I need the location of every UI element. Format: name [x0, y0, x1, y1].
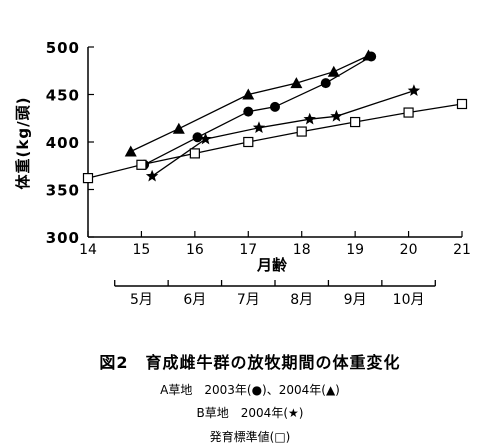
series-1-point-1: [172, 122, 185, 134]
x-tick-label-7: 21: [453, 242, 471, 258]
series-2-point-5: [407, 84, 421, 96]
y-tick-label-1: 350: [46, 182, 80, 200]
axes: 300 350 400 450 500 14 15 16 17 18 19 20 21: [46, 39, 471, 258]
y-tick-label-4: 500: [46, 39, 80, 57]
x-tick-label-1: 15: [133, 242, 151, 258]
month-label-4: 9月: [344, 292, 367, 308]
series-1: [124, 49, 375, 157]
month-label-3: 8月: [290, 292, 313, 308]
legend-a: A草地 2003年(●)、2004年(▲): [160, 383, 340, 397]
series-2-point-0: [145, 169, 159, 182]
series-layer: [82, 49, 468, 184]
series-2-line: [151, 90, 415, 177]
series-1-point-0: [124, 145, 137, 157]
y-tick-label-0: 300: [46, 229, 80, 247]
series-0-point-3: [270, 101, 280, 112]
x-tick-label-3: 17: [239, 242, 257, 258]
series-3: [82, 98, 468, 184]
x-tick-label-2: 16: [186, 242, 204, 258]
series-3-point-7: [456, 98, 468, 110]
y-tick-label-2: 400: [46, 134, 80, 152]
series-3-point-4: [296, 126, 307, 137]
y-axis-label: 体重(kg/頭): [14, 97, 32, 190]
series-3-point-1: [136, 159, 147, 170]
x-tick-label-0: 14: [79, 242, 97, 258]
month-scale: 5月 6月 7月 8月 9月 10月: [114, 280, 436, 308]
legend-c: 発育標準値(□): [209, 430, 291, 444]
x-axis-label: 月齢: [256, 256, 288, 274]
series-3-point-5: [350, 116, 361, 128]
y-tick-label-3: 450: [46, 87, 80, 105]
chart: 体重(kg/頭) 月齢 300 350 400 450 500 14 15 16 17 18 19 2…: [14, 39, 471, 308]
series-1-point-4: [327, 65, 340, 77]
month-label-1: 6月: [183, 292, 206, 308]
series-0-point-1: [192, 132, 203, 143]
series-3-point-2: [189, 148, 200, 159]
x-tick-label-5: 19: [346, 242, 364, 258]
series-3-point-0: [82, 173, 94, 184]
series-0-point-2: [243, 106, 254, 117]
series-2-point-4: [330, 109, 343, 122]
x-tick-label-6: 20: [400, 242, 418, 258]
month-label-2: 7月: [237, 292, 260, 308]
figure-title: 図2 育成雌牛群の放牧期間の体重変化: [99, 353, 401, 372]
series-1-point-2: [242, 88, 255, 100]
legend-b: B草地 2004年(★): [196, 406, 304, 420]
series-2-point-2: [252, 121, 266, 133]
series-3-point-3: [243, 136, 254, 148]
series-1-point-3: [290, 77, 303, 89]
x-tick-label-4: 18: [293, 242, 311, 258]
series-1-point-5: [362, 49, 375, 61]
month-label-5: 10月: [393, 292, 425, 308]
series-0-line: [143, 55, 372, 166]
series-3-point-6: [403, 107, 414, 118]
series-2: [145, 84, 421, 182]
series-1-line: [130, 55, 369, 153]
series-0-point-4: [320, 78, 331, 89]
series-3-line: [87, 103, 463, 179]
month-label-0: 5月: [130, 292, 153, 308]
series-2-point-3: [303, 112, 316, 125]
series-2-point-1: [199, 132, 212, 145]
